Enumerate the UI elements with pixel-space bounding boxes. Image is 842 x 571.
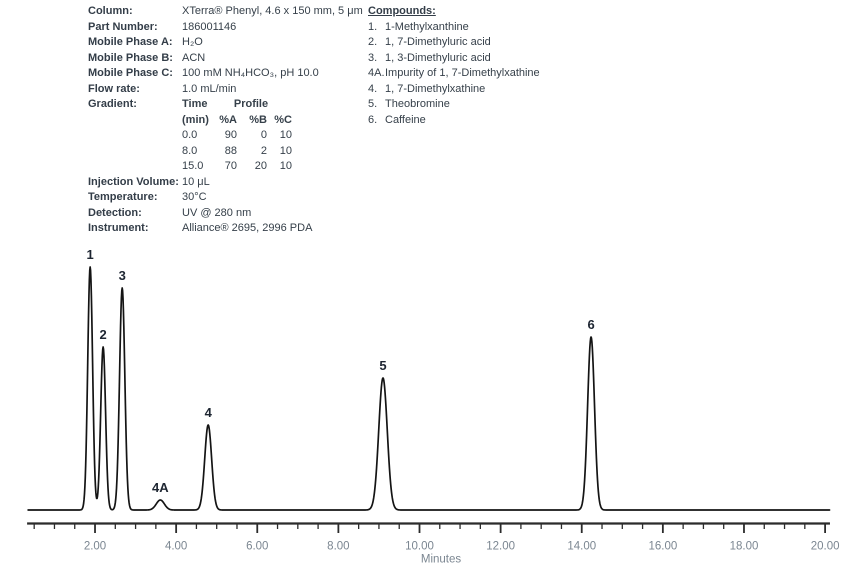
- peak-label-6: 6: [587, 317, 594, 332]
- compound-item: 3. 1, 3-Dimethyluric acid: [368, 51, 540, 67]
- method-label: Gradient:: [88, 98, 137, 110]
- gradient-cell: 8.0: [182, 144, 198, 157]
- method-label: Instrument:: [88, 222, 149, 234]
- method-label: Temperature:: [88, 191, 158, 203]
- x-axis-title: Minutes: [421, 554, 462, 566]
- x-tick-label: 4.00: [165, 541, 187, 553]
- method-value: XTerra® Phenyl, 4.6 x 150 mm, 5 μm: [182, 5, 363, 17]
- method-row: Flow rate: 1.0 mL/min: [88, 82, 363, 98]
- compound-name: 1-Methylxanthine: [385, 20, 469, 33]
- gradient-header-time: Time: [182, 98, 208, 110]
- compound-number: 2.: [368, 36, 378, 48]
- gradient-cell: 90: [224, 129, 237, 141]
- peak-label-4A: 4A: [152, 480, 169, 495]
- compound-number: 3.: [368, 51, 378, 64]
- x-tick-label: 20.00: [811, 541, 840, 553]
- gradient-header-col: (min): [182, 113, 209, 126]
- compound-name: 1, 7-Dimethyluric acid: [385, 36, 491, 48]
- compound-number: 1.: [368, 20, 378, 33]
- gradient-cell: 70: [224, 160, 237, 172]
- method-value: H₂O: [182, 36, 203, 48]
- compound-name: Caffeine: [385, 113, 426, 126]
- x-tick-label: 8.00: [327, 541, 349, 553]
- peak-label-5: 5: [379, 358, 386, 373]
- peak-label-4: 4: [205, 405, 213, 420]
- peak-label-2: 2: [100, 327, 107, 342]
- method-value: 1.0 mL/min: [182, 82, 237, 95]
- gradient-cell: 10: [279, 129, 292, 141]
- method-label: Injection Volume:: [88, 175, 179, 188]
- compound-item: 5. Theobromine: [368, 97, 540, 113]
- x-tick-label: 16.00: [648, 541, 677, 553]
- compound-number: 4.: [368, 82, 378, 95]
- method-row: Instrument: Alliance® 2695, 2996 PDA: [88, 221, 363, 237]
- chromatogram-trace: [27, 266, 831, 511]
- compound-item: 4A. Impurity of 1, 7-Dimethylxathine: [368, 66, 540, 82]
- method-row: Detection: UV @ 280 nm: [88, 206, 363, 222]
- gradient-cell: 10: [279, 144, 292, 157]
- gradient-table: Time Profile (min) %A %B %C 0.0 90 0 10 8.0 88 2 10 15…: [182, 97, 292, 175]
- compound-number: 4A.: [368, 67, 385, 79]
- method-label: Part Number:: [88, 20, 158, 33]
- compound-item: 6. Caffeine: [368, 113, 540, 129]
- compounds-list: Compounds: 1. 1-Methylxanthine 2. 1, 7-Dime…: [368, 4, 540, 128]
- gradient-cell: 20: [254, 160, 267, 172]
- method-value: 186001146: [182, 20, 237, 33]
- gradient-cell: 0.0: [182, 129, 198, 141]
- method-label: Mobile Phase B:: [88, 51, 173, 64]
- method-row: Mobile Phase B: ACN: [88, 51, 363, 67]
- compound-number: 6.: [368, 113, 378, 126]
- method-row: Mobile Phase A: H₂O: [88, 35, 363, 51]
- x-tick-label: 10.00: [405, 541, 434, 553]
- method-value: 30°C: [182, 191, 207, 203]
- method-value: 100 mM NH₄HCO₃, pH 10.0: [182, 67, 319, 79]
- peak-label-1: 1: [87, 247, 94, 262]
- method-label: Mobile Phase A:: [88, 36, 173, 48]
- method-row: Mobile Phase C: 100 mM NH₄HCO₃, pH 10.0: [88, 66, 363, 82]
- method-label: Column:: [88, 5, 133, 17]
- gradient-cell: 0: [260, 129, 267, 141]
- method-value: ACN: [182, 51, 206, 64]
- method-value: 10 μL: [182, 175, 210, 188]
- method-label: Detection:: [88, 206, 142, 219]
- x-tick-label: 6.00: [246, 541, 268, 553]
- compound-items: 1. 1-Methylxanthine 2. 1, 7-Dimethyluric ac…: [368, 20, 540, 129]
- gradient-header-col: %B: [249, 113, 267, 126]
- x-tick-label: 14.00: [567, 541, 596, 553]
- compound-item: 1. 1-Methylxanthine: [368, 20, 540, 36]
- method-value: UV @ 280 nm: [182, 206, 252, 219]
- gradient-cell: 2: [260, 144, 267, 157]
- x-tick-label: 12.00: [486, 541, 515, 553]
- method-row: Temperature: 30°C: [88, 190, 363, 206]
- peak-label-3: 3: [119, 268, 126, 283]
- compound-name: Theobromine: [385, 98, 450, 110]
- gradient-header-col: %A: [219, 113, 237, 126]
- gradient-row: Gradient: Time Profile (min) %A %B %C 0.0 90 0 10 8…: [88, 97, 363, 175]
- compound-item: 2. 1, 7-Dimethyluric acid: [368, 35, 540, 51]
- method-label: Flow rate:: [88, 82, 140, 95]
- method-row: Column: XTerra® Phenyl, 4.6 x 150 mm, 5 μ…: [88, 4, 363, 20]
- x-tick-label: 18.00: [730, 541, 759, 553]
- method-row: Part Number: 186001146: [88, 20, 363, 36]
- compound-item: 4. 1, 7-Dimethylxathine: [368, 82, 540, 98]
- gradient-header-col: %C: [274, 113, 292, 126]
- compound-number: 5.: [368, 98, 378, 110]
- compounds-title: Compounds:: [368, 5, 436, 17]
- method-label: Mobile Phase C:: [88, 67, 173, 79]
- method-details: Column: XTerra® Phenyl, 4.6 x 150 mm, 5 μ…: [88, 4, 363, 237]
- method-row: Injection Volume: 10 μL: [88, 175, 363, 191]
- compound-name: Impurity of 1, 7-Dimethylxathine: [385, 67, 540, 79]
- gradient-cell: 88: [224, 144, 237, 157]
- gradient-cell: 15.0: [182, 160, 204, 172]
- compound-name: 1, 7-Dimethylxathine: [385, 82, 486, 95]
- compound-name: 1, 3-Dimethyluric acid: [385, 51, 491, 64]
- gradient-header-profile: Profile: [233, 98, 269, 110]
- x-tick-label: 2.00: [84, 541, 106, 553]
- gradient-cell: 10: [279, 160, 292, 172]
- method-value: Alliance® 2695, 2996 PDA: [182, 222, 313, 234]
